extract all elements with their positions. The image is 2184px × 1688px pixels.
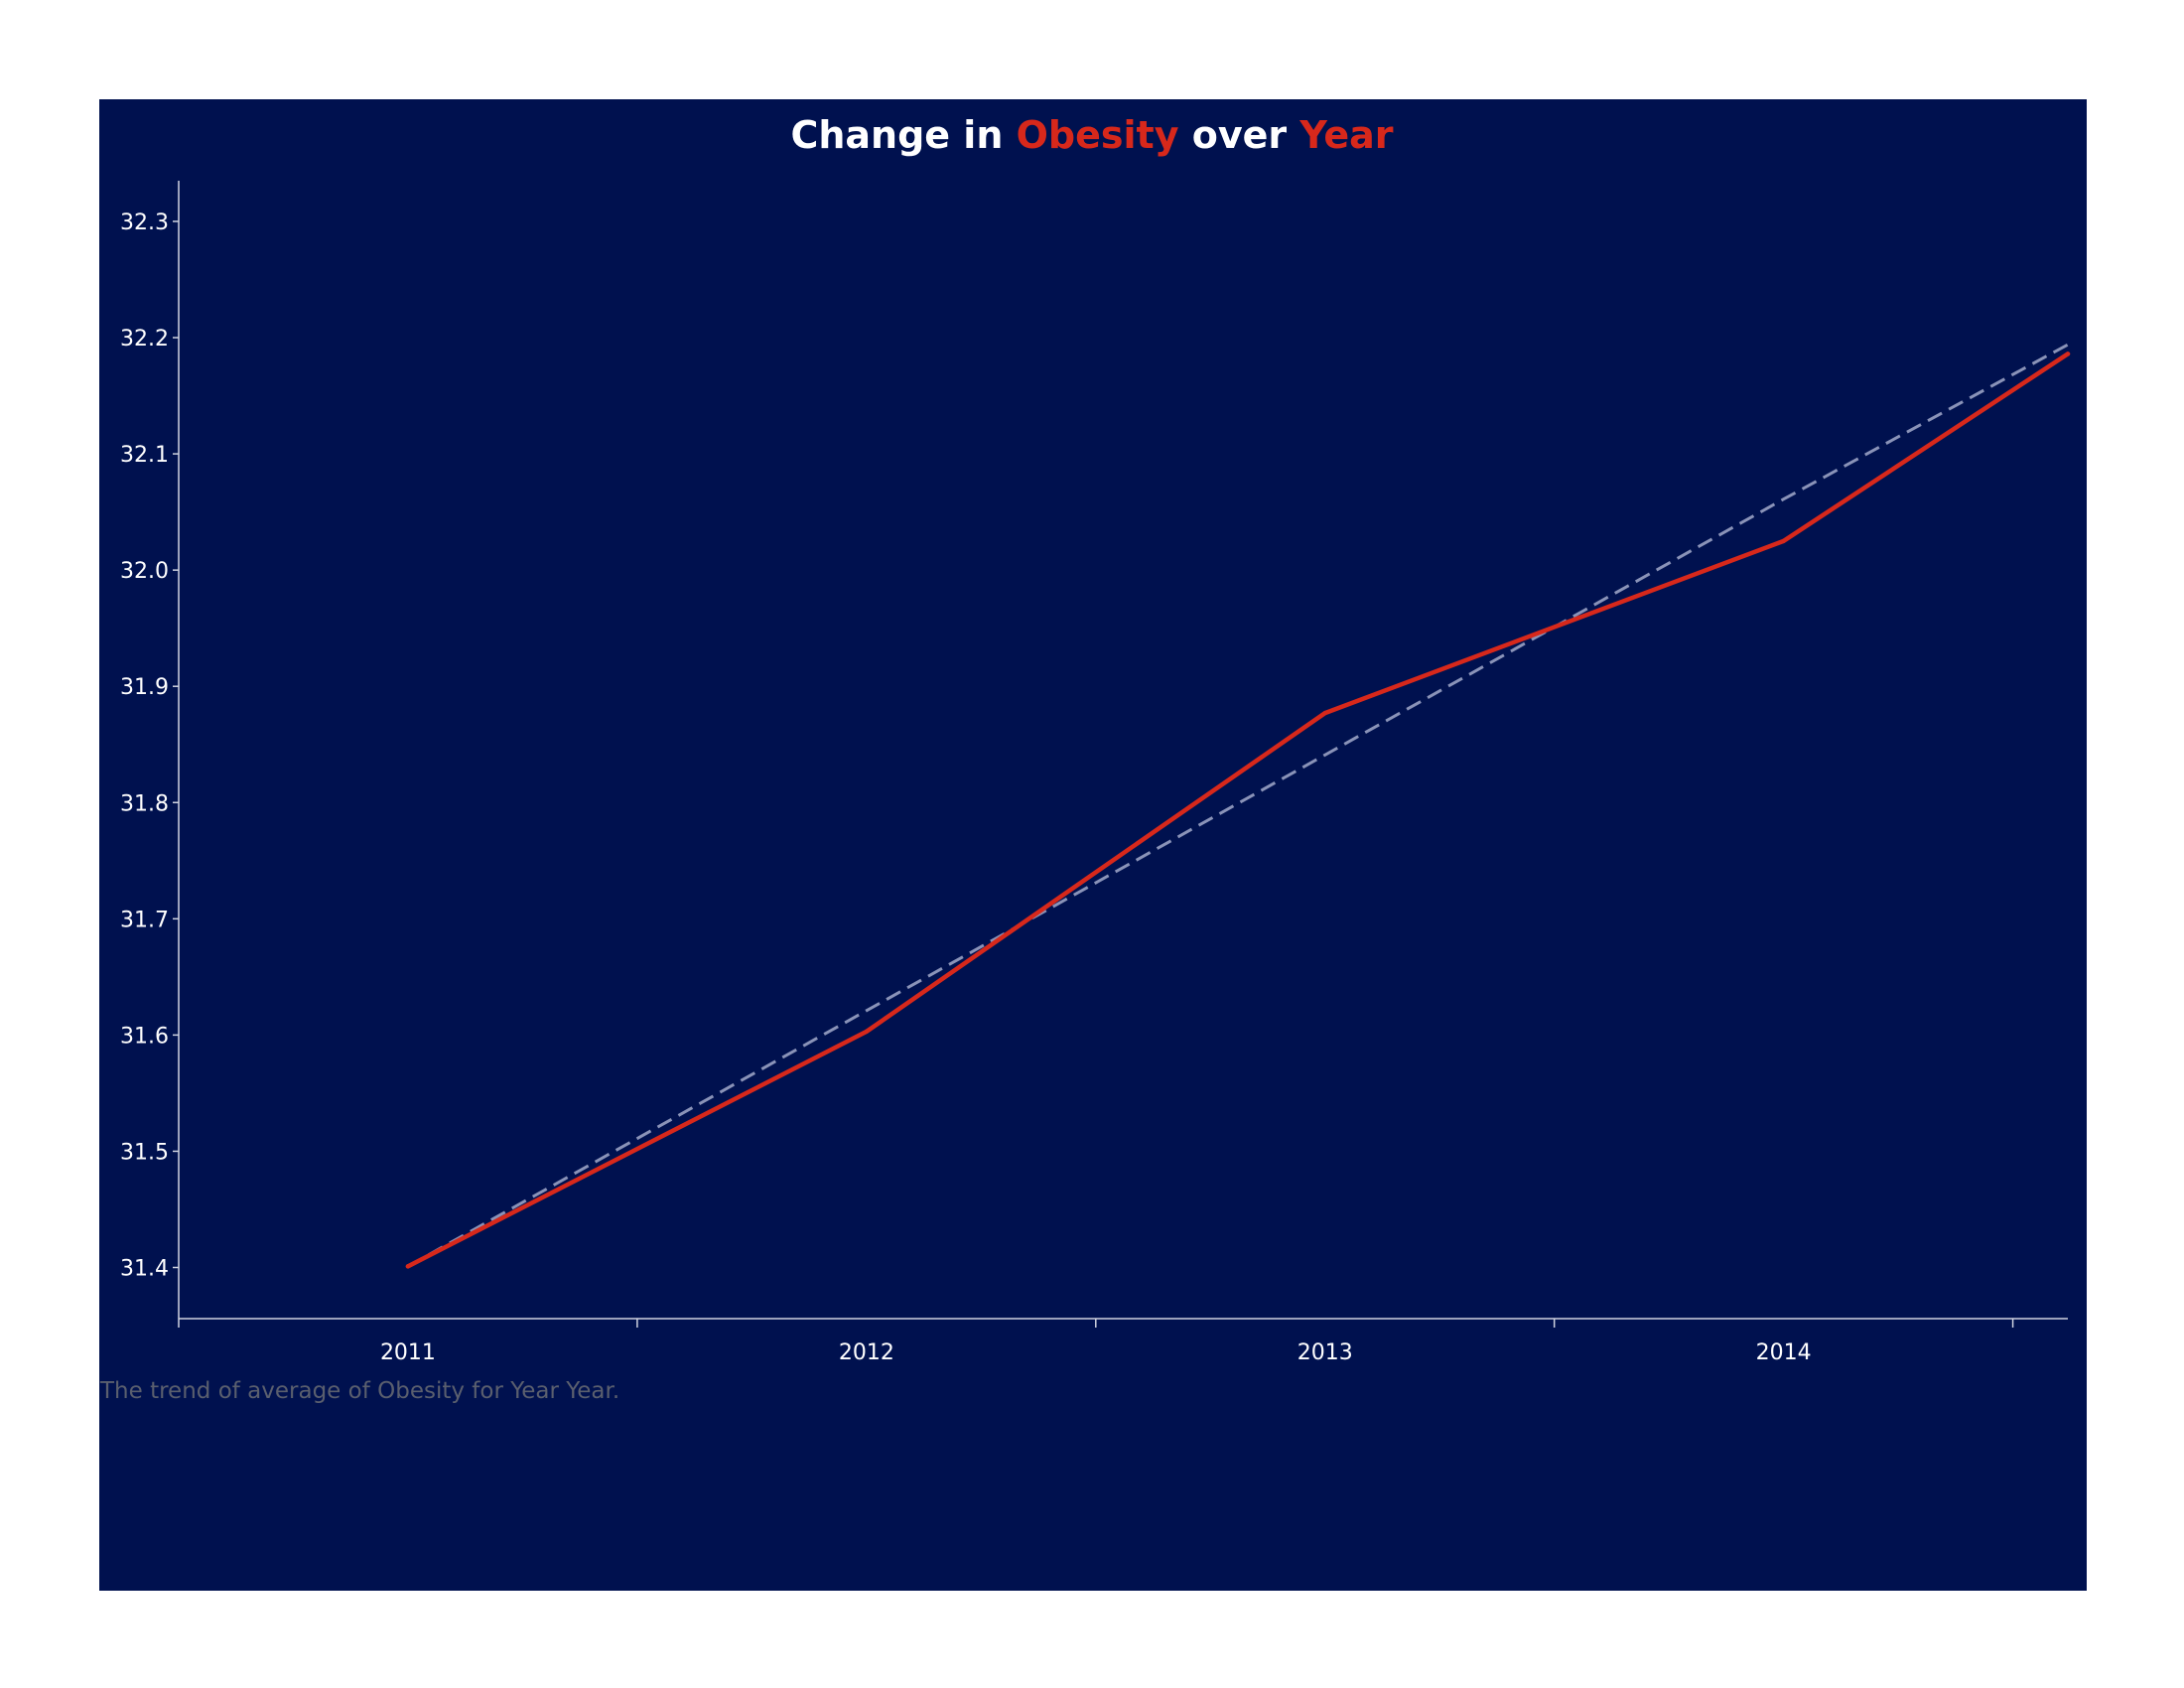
x-tick-label: 2013	[1297, 1340, 1353, 1365]
series-line-obesity	[405, 352, 2071, 1269]
x-tick-label: 2012	[839, 1340, 894, 1365]
y-tick-label: 31.8	[120, 791, 169, 816]
title-text-change-in: Change in	[790, 113, 1017, 157]
data-point	[2065, 352, 2071, 356]
chart-title: Change in Obesity over Year	[0, 113, 2184, 157]
x-tick-label: 2014	[1756, 1340, 1812, 1365]
y-tick-label: 31.9	[120, 675, 169, 700]
data-point	[864, 1029, 870, 1035]
data-point	[1781, 538, 1786, 544]
y-tick-label: 32.3	[120, 211, 169, 235]
y-tick-label: 32.1	[120, 443, 169, 468]
title-highlight-year: Year	[1299, 113, 1394, 157]
trend-line	[407, 343, 2069, 1268]
data-point	[1322, 710, 1327, 716]
trend-line-layer	[407, 343, 2069, 1268]
y-tick-label: 32.0	[120, 559, 169, 584]
y-tick-label: 31.5	[120, 1140, 169, 1165]
y-tick-label: 31.6	[120, 1024, 169, 1049]
x-tick-label: 2011	[380, 1340, 436, 1365]
chart-panel	[99, 99, 2087, 1591]
tick-labels-layer: 31.4 31.5 31.6 31.7 31.8 31.9 32.0 32.1 32.2 32.3…	[120, 211, 1812, 1365]
title-highlight-obesity: Obesity	[1016, 113, 1179, 157]
data-point	[405, 1264, 411, 1269]
chart-axes	[173, 181, 2068, 1328]
y-tick-label: 31.4	[120, 1256, 169, 1281]
series-layer	[405, 352, 2071, 1269]
chart-caption: The trend of average of Obesity for Year…	[100, 1378, 620, 1404]
y-tick-label: 32.2	[120, 327, 169, 352]
y-tick-label: 31.7	[120, 908, 169, 932]
title-text-over: over	[1178, 113, 1300, 157]
